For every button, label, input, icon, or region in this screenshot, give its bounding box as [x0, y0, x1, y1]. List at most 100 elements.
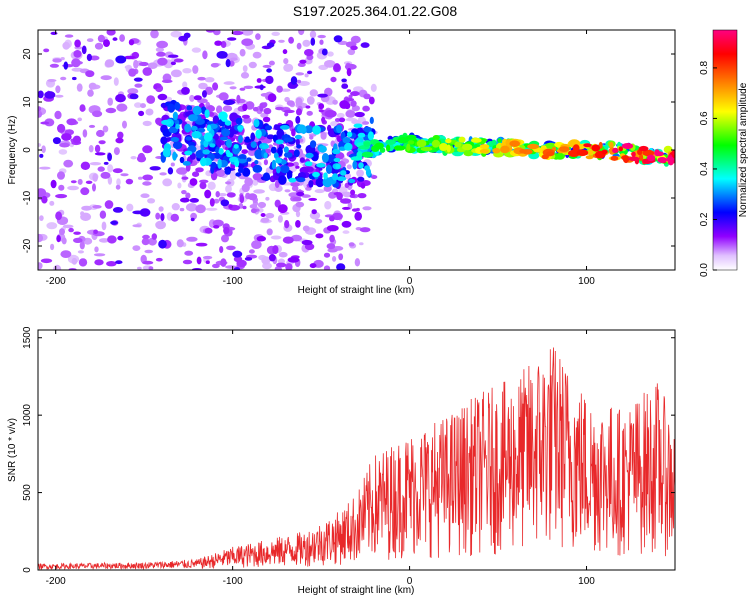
- heatmap-cell: [67, 185, 79, 191]
- heatmap-cell: [350, 45, 358, 51]
- heatmap-cell: [294, 134, 302, 140]
- heatmap-cell: [160, 213, 165, 222]
- heatmap-cell: [345, 97, 355, 102]
- heatmap-cell: [188, 114, 198, 122]
- heatmap-cell: [184, 150, 193, 156]
- heatmap-cell: [142, 67, 153, 76]
- heatmap-cell: [244, 138, 252, 143]
- heatmap-cell: [252, 178, 259, 186]
- heatmap-cell: [304, 73, 309, 78]
- heatmap-cell: [255, 129, 262, 139]
- heatmap-cell: [324, 60, 336, 68]
- heatmap-cell: [191, 47, 202, 53]
- heatmap-cell: [181, 87, 190, 95]
- heatmap-cell: [180, 197, 190, 203]
- heatmap-cell: [244, 257, 253, 261]
- heatmap-cell: [304, 49, 314, 57]
- heatmap-cell: [263, 107, 272, 115]
- heatmap-cell: [77, 178, 83, 185]
- heatmap-cell: [282, 236, 294, 244]
- heatmap-cell: [158, 206, 164, 212]
- heatmap-cell: [333, 192, 342, 196]
- heatmap-cell: [134, 83, 143, 88]
- heatmap-cell: [329, 215, 335, 222]
- heatmap-cell: [298, 81, 310, 86]
- heatmap-cell: [61, 133, 72, 141]
- heatmap-cell: [241, 30, 254, 36]
- heatmap-cell: [321, 116, 326, 123]
- heatmap-cell: [38, 262, 43, 270]
- heatmap-cell: [94, 144, 101, 153]
- heatmap-cell: [491, 139, 497, 147]
- heatmap-cell: [301, 194, 311, 198]
- snr-panel: -200 -100 0 100 0 500 1000 1500 Height of stra…: [7, 326, 676, 596]
- heatmap-cell: [323, 185, 332, 192]
- heatmap-cell: [49, 63, 60, 68]
- heatmap-cell: [317, 34, 326, 39]
- heatmap-cell: [106, 261, 117, 267]
- heatmap-cell: [249, 204, 258, 209]
- heatmap-cell: [141, 238, 150, 246]
- heatmap-cell: [336, 124, 343, 134]
- heatmap-cell: [288, 36, 294, 44]
- heatmap-cell: [226, 138, 232, 148]
- heatmap-cell: [182, 259, 193, 265]
- heatmap-cell: [38, 106, 42, 112]
- heatmap-cell: [77, 117, 82, 122]
- heatmap-cell: [275, 106, 284, 111]
- heatmap-cell: [177, 182, 182, 189]
- heatmap-cell: [156, 40, 169, 49]
- heatmap-cell: [265, 125, 272, 131]
- heatmap-cell: [74, 39, 81, 48]
- heatmap-cell: [356, 169, 364, 178]
- heatmap-cell: [120, 173, 129, 177]
- heatmap-cell: [254, 149, 264, 160]
- heatmap-cell: [241, 149, 248, 155]
- heatmap-cell: [182, 68, 192, 74]
- heatmap-cell: [192, 171, 200, 177]
- heatmap-cell: [53, 264, 62, 270]
- heatmap-cell: [308, 197, 318, 201]
- heatmap-cell: [336, 135, 343, 143]
- heatmap-cell: [283, 58, 289, 65]
- heatmap-cell: [96, 129, 105, 138]
- heatmap-cell: [323, 172, 328, 180]
- heatmap-cell: [302, 39, 311, 47]
- heatmap-cell: [295, 210, 301, 218]
- heatmap-cell: [479, 149, 489, 154]
- heatmap-cell: [509, 140, 520, 147]
- heatmap-cell: [628, 156, 640, 161]
- heatmap-cell: [541, 154, 549, 160]
- heatmap-cell: [157, 93, 168, 101]
- heatmap-cell: [291, 128, 296, 137]
- heatmap-cell: [344, 182, 350, 188]
- heatmap-cell: [216, 169, 226, 178]
- heatmap-cell: [54, 94, 64, 98]
- heatmap-cell: [250, 132, 256, 142]
- heatmap-cell: [272, 245, 279, 255]
- heatmap-cell: [299, 157, 305, 163]
- heatmap-cell: [340, 170, 347, 176]
- heatmap-cell: [50, 243, 55, 251]
- heatmap-cell: [202, 90, 207, 98]
- heatmap-cell: [115, 94, 126, 103]
- heatmap-cell: [237, 125, 244, 131]
- heatmap-cell: [357, 176, 365, 182]
- heatmap-cell: [292, 196, 302, 202]
- spectrogram-y-ticks: 20 10 0 -10 -20: [22, 48, 675, 253]
- y-tick-label: -20: [22, 238, 33, 253]
- heatmap-cell: [348, 94, 353, 99]
- heatmap-cell: [204, 227, 213, 234]
- heatmap-cell: [162, 178, 173, 187]
- heatmap-cell: [306, 96, 315, 105]
- heatmap-cell: [94, 259, 104, 266]
- heatmap-cell: [261, 144, 270, 149]
- heatmap-cell: [104, 59, 115, 68]
- heatmap-cell: [462, 143, 473, 151]
- heatmap-cell: [115, 184, 121, 190]
- heatmap-cell: [196, 256, 202, 265]
- colorbar-label: Normalized spectral amplitude: [738, 82, 749, 217]
- heatmap-cell: [72, 76, 77, 81]
- heatmap-cell: [288, 177, 297, 183]
- heatmap-cell: [82, 129, 88, 138]
